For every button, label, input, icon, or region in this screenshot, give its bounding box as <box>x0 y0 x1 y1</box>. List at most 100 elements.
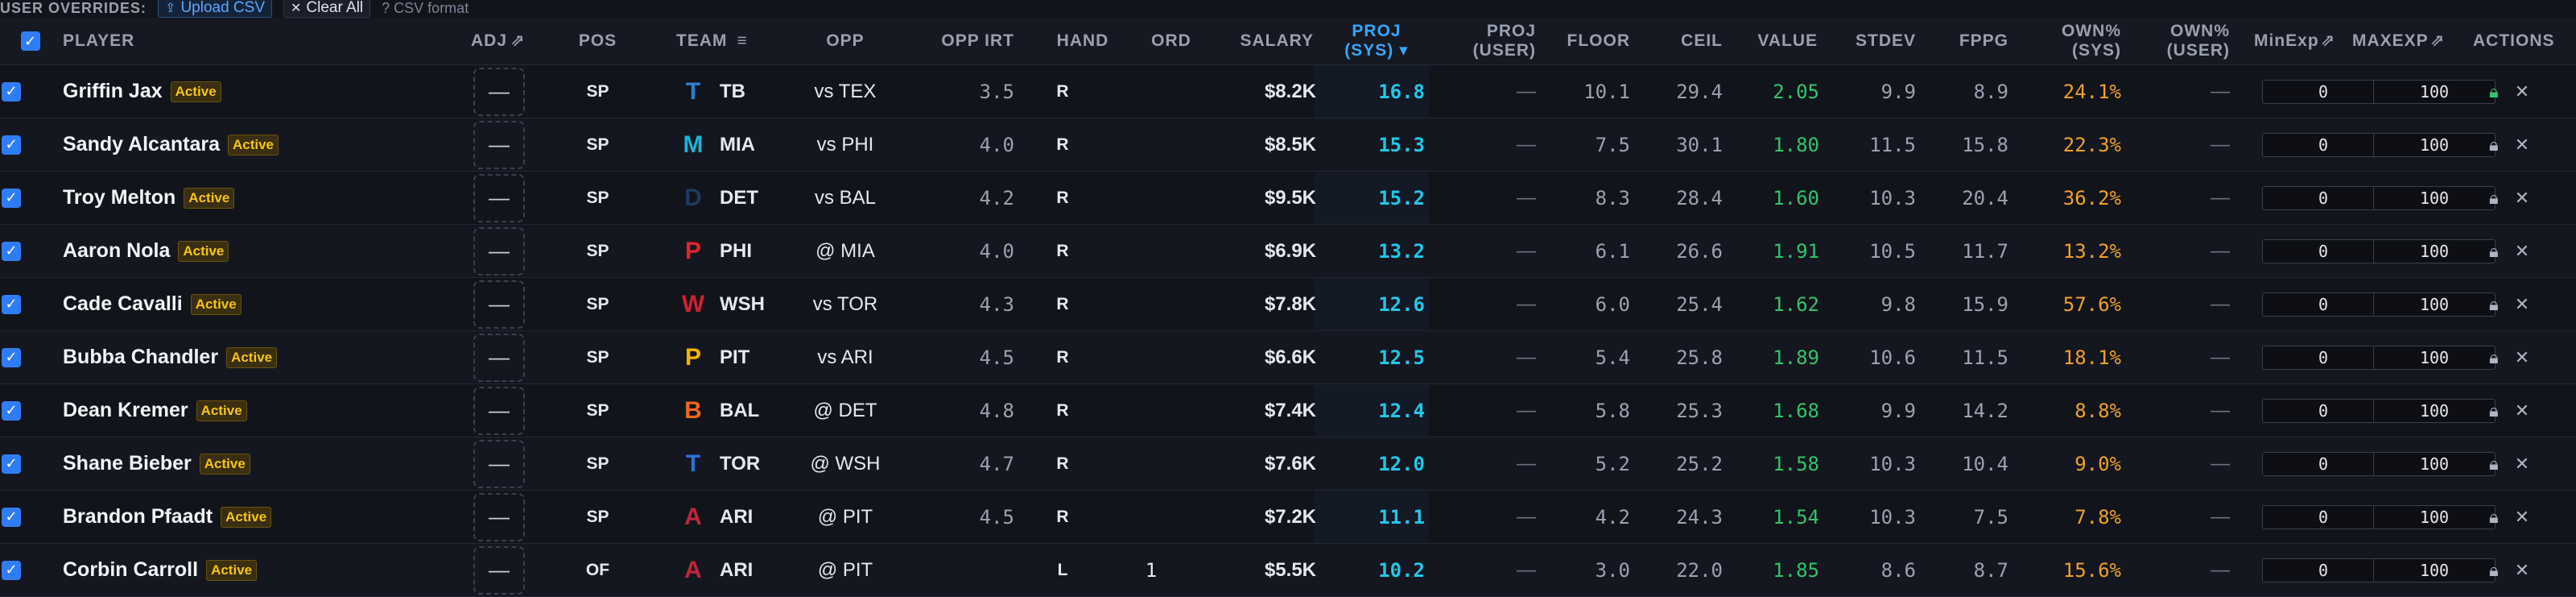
row-checkbox[interactable]: ✓ <box>2 278 21 330</box>
maxexp-input[interactable]: 100 <box>2373 185 2496 210</box>
adj-input[interactable]: — <box>473 333 525 382</box>
proj-user-value[interactable]: — <box>1517 558 1536 581</box>
own-user-value[interactable]: — <box>2211 505 2230 528</box>
row-checkbox[interactable]: ✓ <box>2 118 21 171</box>
player-name[interactable]: Cade Cavalli <box>63 292 183 315</box>
own-user-value[interactable]: — <box>2211 558 2230 581</box>
player-name[interactable]: Corbin Carroll <box>63 558 199 581</box>
table-row[interactable]: ✓ Cade Cavalli Active — SP W WSH vs TOR … <box>0 278 2576 331</box>
header-hand[interactable]: HAND <box>1056 31 1109 50</box>
proj-user-value[interactable]: — <box>1517 346 1536 368</box>
header-fppg[interactable]: FPPG <box>1959 31 2008 50</box>
own-user-value[interactable]: — <box>2211 346 2230 368</box>
adj-input[interactable]: — <box>473 173 525 222</box>
adj-input[interactable]: — <box>473 386 525 435</box>
own-user-value[interactable]: — <box>2211 133 2230 155</box>
maxexp-input[interactable]: 100 <box>2373 238 2496 263</box>
lock-icon[interactable]: 🔒︎ <box>2489 293 2499 314</box>
header-proj-user[interactable]: PROJ (USER) <box>1472 22 1536 60</box>
proj-user-value[interactable]: — <box>1517 80 1536 102</box>
header-opp-irt[interactable]: OPP IRT <box>941 31 1014 50</box>
adj-input[interactable]: — <box>473 67 525 116</box>
close-icon[interactable]: ✕ <box>2514 559 2530 580</box>
own-user-value[interactable]: — <box>2211 239 2230 262</box>
close-icon[interactable]: ✕ <box>2514 240 2530 261</box>
close-icon[interactable]: ✕ <box>2514 346 2530 367</box>
adj-input[interactable]: — <box>473 545 525 595</box>
lock-icon[interactable]: 🔒︎ <box>2489 559 2499 580</box>
adj-input[interactable]: — <box>473 439 525 488</box>
csv-format-help-link[interactable]: ? CSV format <box>382 0 469 16</box>
row-checkbox[interactable]: ✓ <box>2 544 21 596</box>
header-minexp[interactable]: MinExp ⇗ <box>2254 31 2336 50</box>
header-ceil[interactable]: CEIL <box>1681 31 1723 50</box>
header-proj-sys[interactable]: PROJ (SYS) ▾ <box>1344 22 1409 60</box>
lock-icon[interactable]: 🔒︎ <box>2489 346 2499 367</box>
player-name[interactable]: Bubba Chandler <box>63 346 219 368</box>
own-user-value[interactable]: — <box>2211 452 2230 475</box>
header-maxexp[interactable]: MAXEXP ⇗ <box>2352 31 2446 50</box>
adj-input[interactable]: — <box>473 280 525 329</box>
proj-user-value[interactable]: — <box>1517 133 1536 155</box>
own-user-value[interactable]: — <box>2211 292 2230 315</box>
select-all-checkbox[interactable]: ✓ <box>21 18 40 64</box>
header-value[interactable]: VALUE <box>1757 31 1818 50</box>
table-row[interactable]: ✓ Aaron Nola Active — SP P PHI @ MIA 4.0… <box>0 225 2576 278</box>
table-row[interactable]: ✓ Griffin Jax Active — SP T TB vs TEX 3.… <box>0 65 2576 118</box>
header-own-user[interactable]: OWN% (USER) <box>2166 22 2230 60</box>
table-row[interactable]: ✓ Bubba Chandler Active — SP P PIT vs AR… <box>0 331 2576 384</box>
close-icon[interactable]: ✕ <box>2514 134 2530 155</box>
adj-input[interactable]: — <box>473 492 525 541</box>
maxexp-input[interactable]: 100 <box>2373 132 2496 157</box>
row-checkbox[interactable]: ✓ <box>2 491 21 543</box>
header-own-sys[interactable]: OWN% (SYS) <box>2062 22 2121 60</box>
adj-input[interactable]: — <box>473 120 525 169</box>
header-floor[interactable]: FLOOR <box>1567 31 1630 50</box>
row-checkbox[interactable]: ✓ <box>2 437 21 490</box>
row-checkbox[interactable]: ✓ <box>2 225 21 277</box>
player-name[interactable]: Aaron Nola <box>63 239 171 262</box>
player-name[interactable]: Brandon Pfaadt <box>63 505 213 528</box>
header-team[interactable]: TEAM ≡ <box>676 31 748 50</box>
maxexp-input[interactable]: 100 <box>2373 504 2496 529</box>
minexp-input[interactable]: 0 <box>2262 558 2384 582</box>
maxexp-input[interactable]: 100 <box>2373 292 2496 317</box>
own-user-value[interactable]: — <box>2211 399 2230 421</box>
header-adj[interactable]: ADJ ⇗ <box>471 31 526 50</box>
player-name[interactable]: Shane Bieber <box>63 452 192 475</box>
upload-csv-button[interactable]: ⇪ Upload CSV <box>158 0 272 18</box>
close-icon[interactable]: ✕ <box>2514 81 2530 102</box>
lock-icon[interactable]: 🔒︎ <box>2489 81 2499 102</box>
lock-icon[interactable]: 🔒︎ <box>2489 400 2499 421</box>
table-row[interactable]: ✓ Sandy Alcantara Active — SP M MIA vs P… <box>0 118 2576 172</box>
proj-user-value[interactable]: — <box>1517 292 1536 315</box>
header-player[interactable]: PLAYER <box>63 31 135 50</box>
minexp-input[interactable]: 0 <box>2262 292 2384 317</box>
maxexp-input[interactable]: 100 <box>2373 451 2496 476</box>
close-icon[interactable]: ✕ <box>2514 453 2530 474</box>
row-checkbox[interactable]: ✓ <box>2 172 21 224</box>
player-name[interactable]: Griffin Jax <box>63 80 163 102</box>
header-opp[interactable]: OPP <box>826 31 865 50</box>
proj-user-value[interactable]: — <box>1517 452 1536 475</box>
table-row[interactable]: ✓ Corbin Carroll Active — OF A ARI @ PIT… <box>0 544 2576 597</box>
proj-user-value[interactable]: — <box>1517 505 1536 528</box>
minexp-input[interactable]: 0 <box>2262 398 2384 423</box>
maxexp-input[interactable]: 100 <box>2373 558 2496 582</box>
row-checkbox[interactable]: ✓ <box>2 65 21 118</box>
maxexp-input[interactable]: 100 <box>2373 79 2496 104</box>
table-row[interactable]: ✓ Dean Kremer Active — SP B BAL @ DET 4.… <box>0 384 2576 437</box>
minexp-input[interactable]: 0 <box>2262 451 2384 476</box>
lock-icon[interactable]: 🔒︎ <box>2489 453 2499 474</box>
table-row[interactable]: ✓ Brandon Pfaadt Active — SP A ARI @ PIT… <box>0 491 2576 544</box>
own-user-value[interactable]: — <box>2211 80 2230 102</box>
minexp-input[interactable]: 0 <box>2262 79 2384 104</box>
lock-icon[interactable]: 🔒︎ <box>2489 187 2499 208</box>
table-row[interactable]: ✓ Shane Bieber Active — SP T TOR @ WSH 4… <box>0 437 2576 491</box>
proj-user-value[interactable]: — <box>1517 399 1536 421</box>
player-name[interactable]: Troy Melton <box>63 186 176 209</box>
lock-icon[interactable]: 🔒︎ <box>2489 134 2499 155</box>
table-row[interactable]: ✓ Troy Melton Active — SP D DET vs BAL 4… <box>0 172 2576 225</box>
close-icon[interactable]: ✕ <box>2514 293 2530 314</box>
close-icon[interactable]: ✕ <box>2514 187 2530 208</box>
